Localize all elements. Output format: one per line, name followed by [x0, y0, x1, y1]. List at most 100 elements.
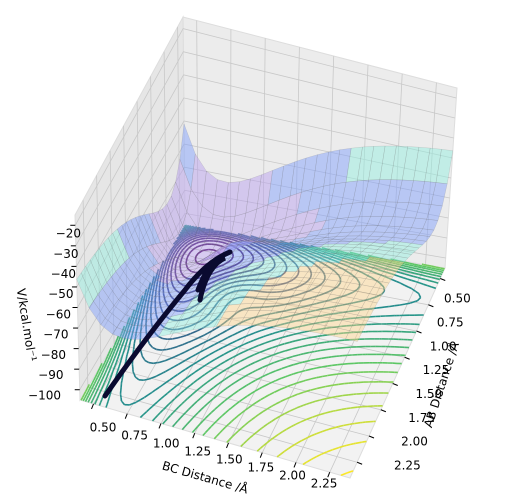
- contour-segment: [184, 276, 188, 280]
- contour-segment: [302, 261, 307, 266]
- contour-segment: [259, 427, 263, 431]
- contour-segment: [274, 389, 280, 393]
- contour-segment: [296, 381, 300, 384]
- surface-facet: [333, 327, 350, 339]
- contour-segment: [365, 257, 370, 260]
- contour-segment: [239, 360, 241, 363]
- contour-segment: [226, 265, 233, 270]
- contour-segment: [196, 423, 201, 428]
- contour-segment: [333, 263, 339, 268]
- contour-segment: [268, 391, 275, 396]
- contour-segment: [156, 334, 160, 338]
- contour-segment: [134, 309, 138, 314]
- contour-segment: [435, 266, 441, 269]
- contour-segment: [263, 423, 268, 428]
- contour-segment: [181, 240, 186, 245]
- contour-segment: [290, 408, 296, 412]
- surface-facet: [106, 276, 124, 301]
- x-tick: [91, 403, 94, 410]
- surface-facet: [372, 239, 390, 244]
- surface-facet: [179, 253, 197, 263]
- contour-segment: [295, 264, 299, 269]
- contour-segment: [320, 430, 323, 433]
- contour-segment: [215, 348, 219, 352]
- contour-segment: [323, 276, 326, 281]
- surface-facet: [173, 317, 191, 328]
- x-tick: [226, 442, 229, 449]
- surface-facet: [171, 257, 188, 266]
- contour-segment: [246, 383, 249, 386]
- contour-segment: [232, 340, 237, 344]
- contour-segment: [218, 232, 223, 235]
- contour-segment: [196, 236, 200, 239]
- contour-segment: [209, 368, 213, 372]
- contour-segment: [243, 440, 248, 445]
- contour-segment: [320, 321, 325, 324]
- contour-segment: [327, 373, 334, 377]
- contour-segment: [237, 427, 242, 432]
- contour-segment: [262, 237, 268, 241]
- contour-segment: [173, 242, 178, 247]
- contour-segment: [278, 388, 282, 391]
- contour-segment: [396, 261, 401, 264]
- surface-facet: [372, 280, 390, 290]
- contour-segment: [94, 390, 98, 395]
- contour-segment: [224, 288, 227, 291]
- contour-segment: [184, 348, 190, 353]
- contour-segment: [310, 358, 316, 362]
- surface-facet: [247, 252, 265, 260]
- contour-segment: [278, 336, 283, 340]
- contour-segment: [192, 313, 197, 317]
- contour-segment: [159, 275, 163, 280]
- contour-segment: [181, 426, 186, 431]
- contour-segment: [158, 360, 165, 364]
- contour-segment: [196, 302, 199, 306]
- contour-segment: [320, 397, 327, 401]
- contour-segment: [322, 248, 328, 252]
- y-tick-label: 0.75: [437, 315, 464, 329]
- contour-segment: [96, 370, 100, 375]
- contour-segment: [162, 263, 166, 267]
- contour-segment: [279, 413, 285, 417]
- contour-segment: [426, 266, 432, 269]
- surface-facet: [260, 266, 278, 274]
- contour-segment: [210, 289, 216, 294]
- contour-segment: [291, 326, 295, 330]
- surface-facet: [339, 225, 356, 233]
- surface-facet: [239, 317, 257, 326]
- contour-segment: [120, 329, 124, 334]
- contour-segment: [304, 246, 310, 250]
- contour-segment: [232, 333, 236, 337]
- surface-facet: [323, 241, 341, 245]
- contour-segment: [332, 256, 338, 260]
- contour-segment: [348, 310, 354, 313]
- contour-segment: [119, 394, 122, 399]
- contour-segment: [332, 332, 339, 335]
- contour-segment: [308, 303, 315, 307]
- contour-segment: [93, 380, 97, 384]
- contour-segment: [218, 324, 221, 328]
- grid-line: [78, 189, 448, 370]
- contour-segment: [367, 254, 372, 257]
- contour-segment: [361, 256, 366, 259]
- contour-segment: [386, 271, 392, 275]
- contour-segment: [165, 257, 168, 261]
- contour-segment: [194, 412, 199, 416]
- contour-segment: [187, 244, 193, 249]
- surface-facet: [148, 212, 166, 244]
- contour-segment: [232, 392, 236, 396]
- contour-segment: [178, 243, 183, 248]
- contour-segment: [329, 288, 335, 292]
- contour-segment: [250, 316, 254, 320]
- contour-segment: [405, 261, 410, 265]
- contour-segment: [325, 411, 331, 414]
- contour-segment: [306, 251, 312, 255]
- surface-facet: [216, 265, 233, 273]
- contour-segment: [169, 367, 172, 370]
- contour-segment: [156, 348, 162, 351]
- contour-segment: [221, 368, 227, 373]
- contour-segment: [326, 260, 331, 264]
- contour-segment: [312, 400, 316, 403]
- contour-segment: [183, 228, 188, 232]
- contour-segment: [133, 312, 137, 317]
